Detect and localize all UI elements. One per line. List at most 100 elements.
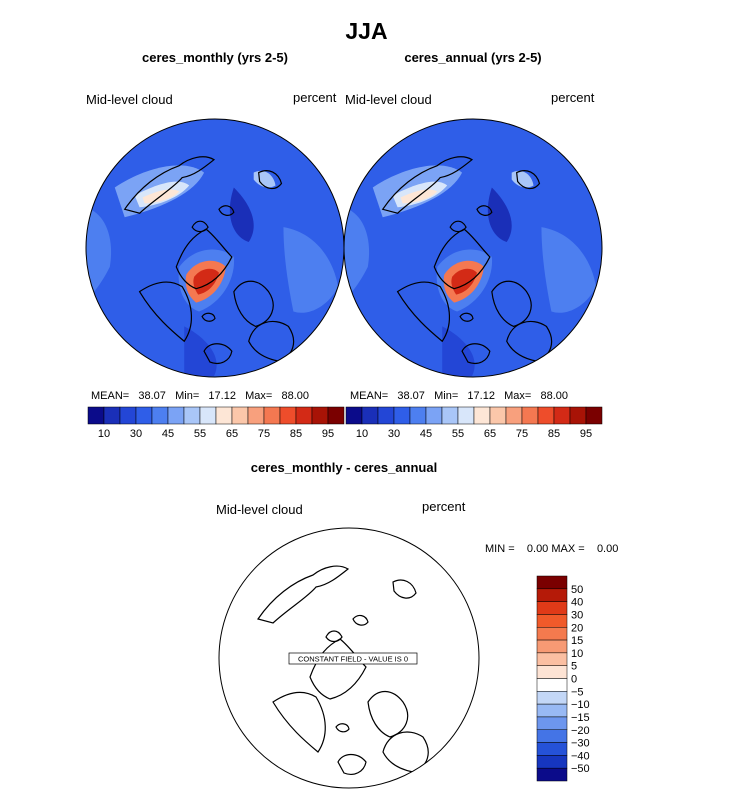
- colorbar-swatch: [151, 406, 169, 425]
- colorbar-swatch: [167, 406, 185, 425]
- panel2-colorbar: 10 30 45 55 65 75 85 95: [345, 406, 603, 440]
- panel1-units-label: percent: [293, 90, 337, 105]
- colorbar-tick-label: 20: [571, 622, 583, 634]
- map-rim: [343, 118, 603, 378]
- colorbar-swatch: [553, 406, 571, 425]
- coastline-4: [506, 320, 553, 362]
- colorbar-swatch: [377, 406, 395, 425]
- coastline-7: [325, 630, 343, 643]
- colorbar-swatch: [231, 406, 249, 425]
- panel2-units-label: percent: [551, 90, 595, 105]
- colorbar-tick-label: 30: [571, 609, 583, 621]
- colorbar-tick-label: −30: [571, 738, 590, 750]
- colorbar-swatch: [393, 406, 411, 425]
- panel1-min-value: 17.12: [208, 390, 236, 402]
- colorbar-tick-label: 10: [571, 648, 583, 660]
- colorbar-swatch: [295, 406, 313, 425]
- coastline-8: [476, 205, 493, 216]
- colorbar-swatch: [345, 406, 363, 425]
- colorbar-swatch: [199, 406, 217, 425]
- panel2-min-value: 17.12: [467, 390, 495, 402]
- colorbar-swatch: [263, 406, 281, 425]
- colorbar-tick-label: 55: [452, 428, 464, 440]
- colorbar-tick-label: 5: [571, 661, 577, 673]
- colorbar-swatch: [537, 406, 555, 425]
- coastline-7: [449, 220, 467, 233]
- colorbar-tick-label: 95: [322, 428, 334, 440]
- colorbar-tick-label: 75: [516, 428, 528, 440]
- panel2-stats: MEAN= 38.07 Min= 17.12 Max= 88.00: [350, 390, 568, 402]
- panel1-variable-label: Mid-level cloud: [86, 92, 173, 107]
- panel1-title: ceres_monthly (yrs 2-5): [142, 50, 288, 65]
- colorbar-swatch: [409, 406, 427, 425]
- coastline-7: [191, 220, 209, 233]
- coastline-5: [461, 343, 491, 365]
- diff-min-label: MIN =: [485, 543, 515, 555]
- coastline-5: [203, 343, 233, 365]
- panel2-min-label: Min=: [434, 390, 459, 402]
- colorbar-swatch: [489, 406, 507, 425]
- colorbar-swatch: [536, 691, 568, 705]
- colorbar-tick-label: 45: [162, 428, 174, 440]
- colorbar-swatch: [457, 406, 475, 425]
- panel2-polar-map: [343, 118, 603, 378]
- colorbar-swatch: [536, 588, 568, 602]
- coastline-2: [396, 281, 451, 343]
- colorbar-swatch: [536, 665, 568, 679]
- map-field-moderate-cloud-west: [344, 207, 369, 302]
- coastline-6: [516, 170, 541, 190]
- colorbar-swatch: [536, 716, 568, 730]
- coastline-8: [352, 614, 369, 626]
- colorbar-swatch: [536, 627, 568, 641]
- colorbar-tick-label: 65: [484, 428, 496, 440]
- colorbar-swatch: [536, 742, 568, 756]
- coastline-4: [248, 320, 295, 362]
- map-field-moderate-cloud-east: [283, 227, 339, 313]
- colorbar-swatch: [361, 406, 379, 425]
- panel1-max-label: Max=: [245, 390, 273, 402]
- colorbar-tick-label: 85: [548, 428, 560, 440]
- map-field-low-cloud-south: [184, 326, 217, 376]
- colorbar-swatch: [536, 703, 568, 718]
- diff-polar-map: CONSTANT FIELD - VALUE IS 0: [218, 527, 480, 789]
- colorbar-swatch: [536, 601, 568, 615]
- panel1-max-value: 88.00: [281, 390, 310, 402]
- panel1-colorbar: 10 30 45 55 65 75 85 95: [87, 406, 345, 440]
- colorbar-swatch: [536, 678, 568, 692]
- colorbar-tick-label: −15: [571, 712, 590, 724]
- colorbar-tick-label: 55: [194, 428, 206, 440]
- panel2-variable-label: Mid-level cloud: [345, 92, 432, 107]
- colorbar-tick-label: 45: [420, 428, 432, 440]
- colorbar-tick-label: 0: [571, 674, 577, 686]
- colorbar-swatch: [441, 406, 459, 425]
- coastline-9: [335, 723, 350, 733]
- colorbar-swatch: [279, 406, 297, 425]
- panel2-title: ceres_annual (yrs 2-5): [404, 50, 542, 65]
- colorbar-swatch: [569, 406, 587, 425]
- coastline-0: [257, 565, 350, 624]
- colorbar-swatch: [536, 755, 568, 769]
- colorbar-tick-label: −40: [571, 750, 590, 762]
- colorbar-swatch: [103, 406, 121, 425]
- coastline-5: [337, 753, 367, 775]
- colorbar-swatch: [536, 614, 568, 628]
- colorbar-swatch: [215, 406, 233, 425]
- constant-field-annotation: CONSTANT FIELD - VALUE IS 0: [298, 655, 408, 664]
- diff-max-value: 0.00: [596, 543, 619, 555]
- coastline-0: [381, 156, 474, 214]
- constant-field-box: [288, 652, 418, 665]
- figure-title: JJA: [345, 18, 388, 44]
- colorbar-tick-label: −50: [571, 763, 590, 775]
- colorbar-tick-label: 50: [571, 584, 583, 596]
- diff-max-label: MAX =: [551, 543, 585, 555]
- colorbar-tick-label: −5: [571, 686, 584, 698]
- coastline-6: [392, 579, 417, 599]
- map-field-low-cloud-interior: [229, 187, 254, 243]
- colorbar-swatch: [135, 406, 153, 425]
- colorbar-swatch: [536, 575, 568, 590]
- panel2-max-value: 88.00: [540, 390, 569, 402]
- colorbar-swatch: [536, 767, 568, 782]
- map-field-low-cloud-south: [442, 326, 475, 376]
- coastline-1: [433, 228, 491, 290]
